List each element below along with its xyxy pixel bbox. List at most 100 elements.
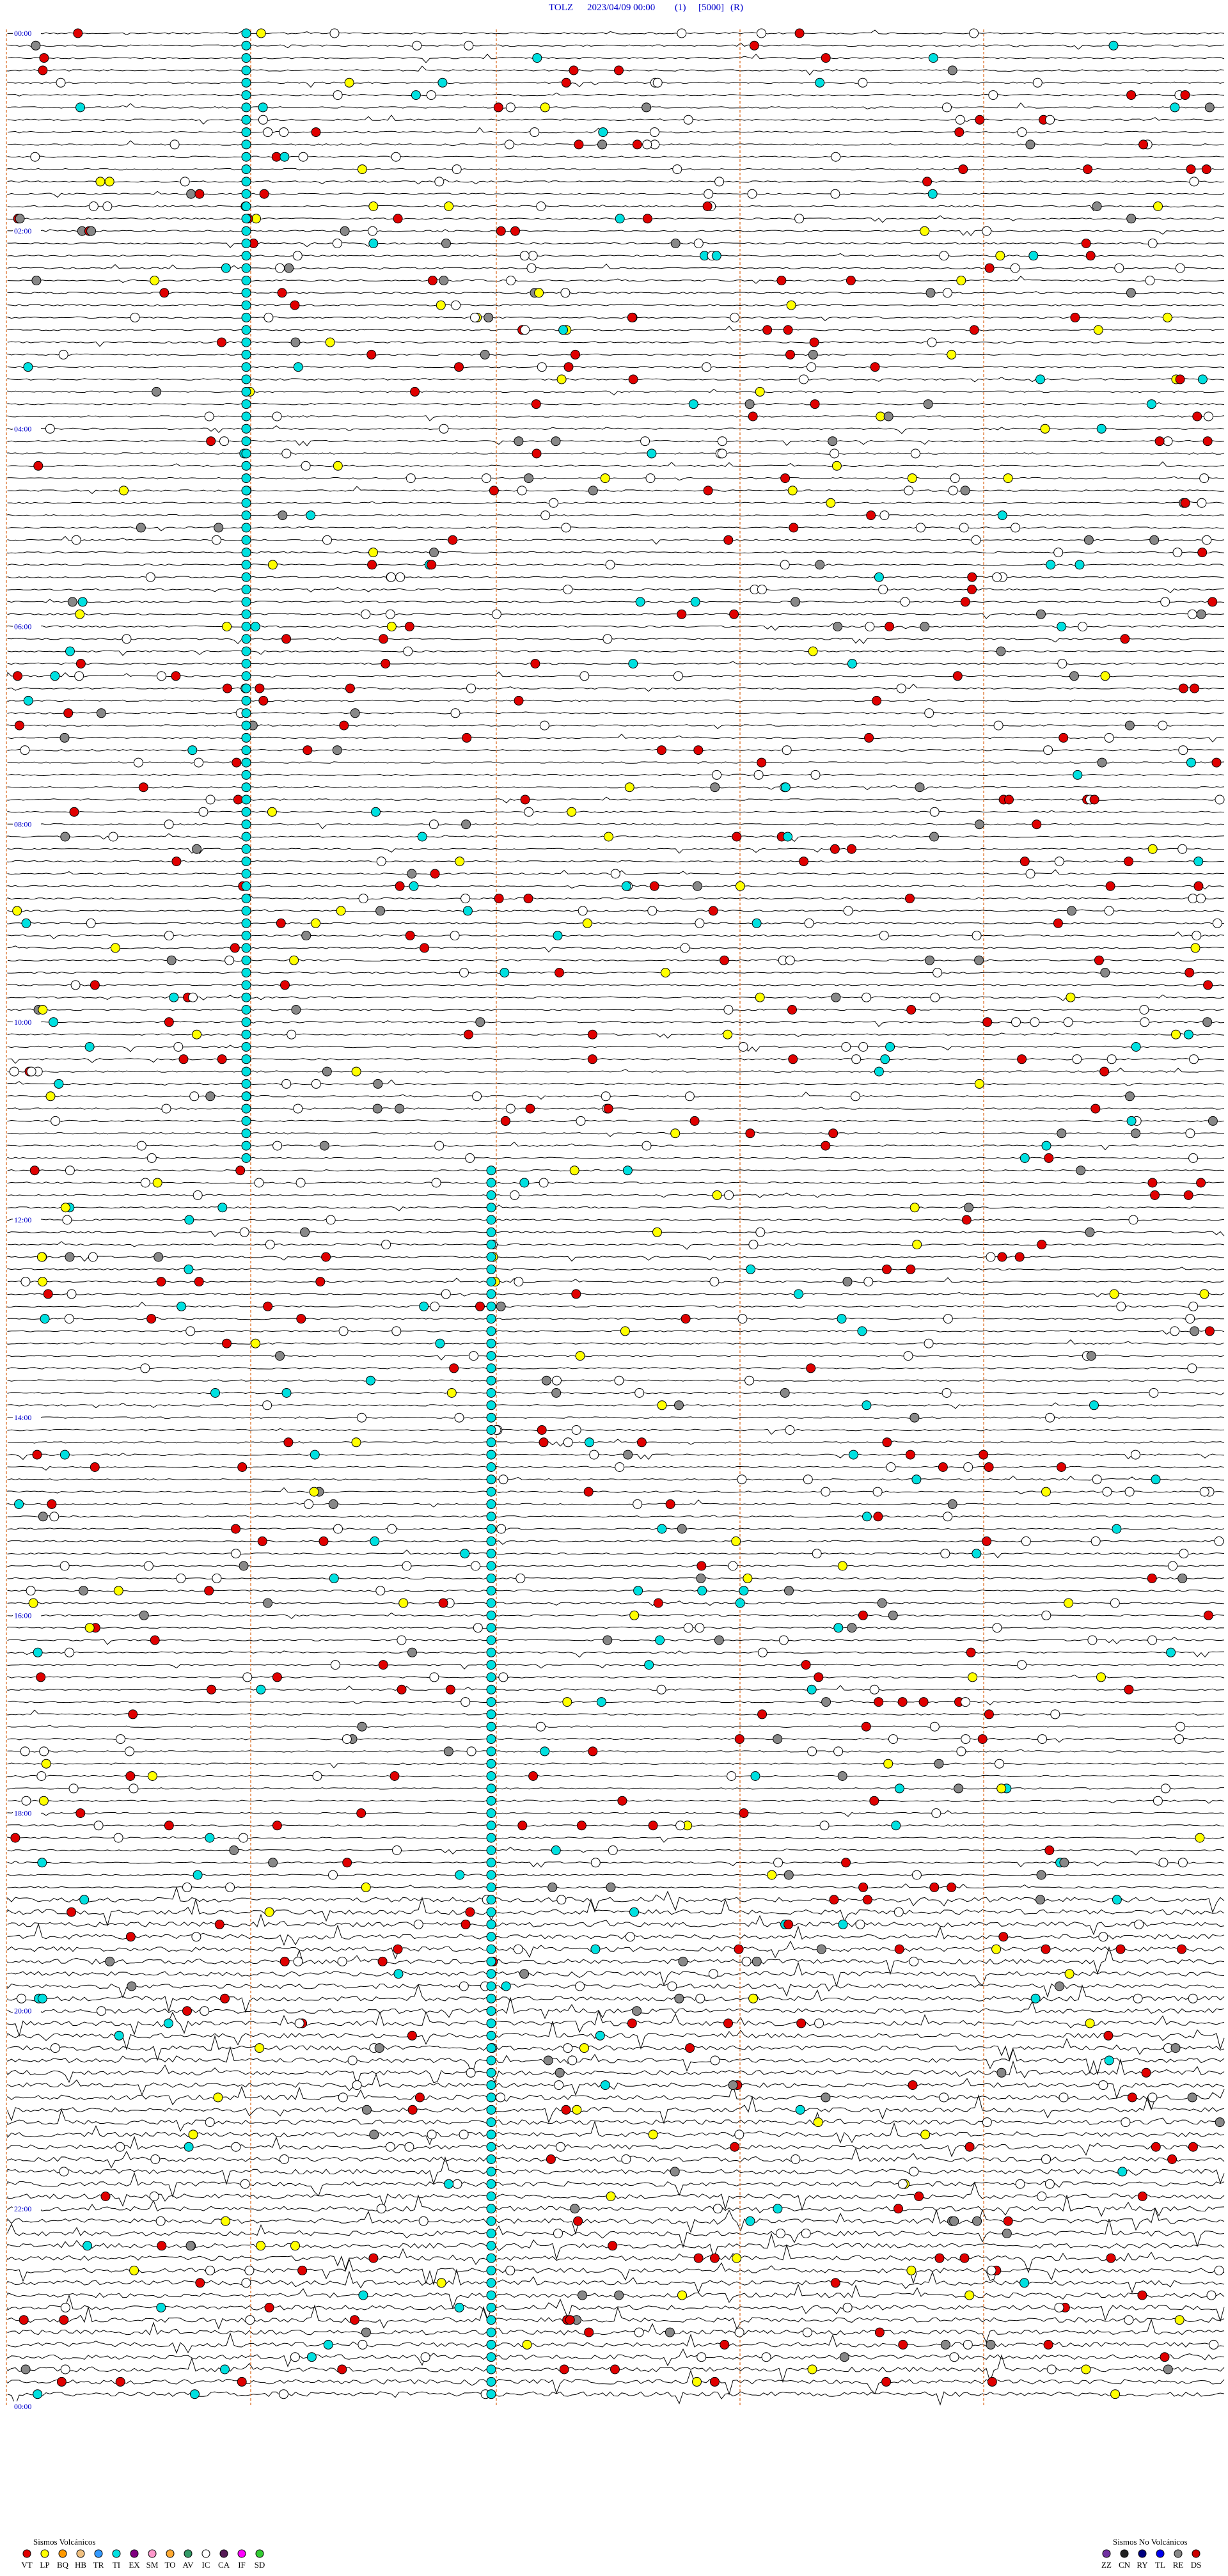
event [338,2092,348,2103]
trace [7,733,1225,743]
time-label: 04:00 [14,424,31,433]
event [841,1042,851,1052]
trace [7,229,1225,237]
event [466,1746,476,1757]
event [974,819,984,830]
event [984,1709,994,1719]
event [755,386,765,397]
trace [7,2318,1225,2343]
event [561,2105,571,2115]
event [241,411,251,422]
event [1189,1054,1199,1064]
event [727,1771,737,1781]
event [644,1660,654,1670]
label-bg [13,2005,41,2015]
event [391,1326,402,1336]
legend-code: SM [146,2560,159,2570]
event [873,1512,883,1522]
trace [7,1354,1225,1361]
event [1187,2092,1197,2103]
event [444,201,454,211]
trace [7,1685,1225,1691]
event [486,1598,496,1608]
event [1196,1178,1206,1188]
trace [7,1886,1225,1914]
event [75,659,86,668]
event [1036,1870,1046,1880]
event [459,2130,469,2140]
event [290,300,300,310]
event [37,1993,47,2003]
event [207,1684,216,1695]
event [20,1746,30,1757]
event [1019,857,1030,867]
event [498,1672,508,1682]
event [565,2315,575,2325]
event [723,1005,734,1015]
event [830,844,840,854]
trace [7,661,1225,665]
event [942,288,952,298]
event [71,535,81,545]
event [1014,1252,1025,1262]
event [645,473,656,484]
event [486,1573,496,1583]
event [874,572,884,582]
event [486,2018,496,2028]
event [1188,1153,1199,1163]
event [486,1796,496,1806]
trace [7,1913,1225,1936]
trace [7,1367,1225,1370]
event [1203,1610,1213,1620]
event [750,1771,760,1781]
event [268,1858,278,1868]
event [403,646,413,656]
event [894,1783,904,1794]
event [561,523,571,533]
trace [7,1896,1225,1927]
event [677,1524,687,1534]
event [377,1956,388,1966]
event [984,263,995,273]
event [294,2018,304,2028]
event [486,2339,496,2350]
trace [7,2332,1225,2354]
event [486,1190,496,1200]
event [496,1524,507,1534]
event [192,1029,202,1039]
event [251,214,261,224]
event [1057,659,1067,668]
event [536,1721,546,1732]
event [486,1240,496,1250]
event [290,337,301,347]
event [806,1363,816,1373]
event [125,1932,136,1942]
event [551,1845,561,1855]
event [376,857,386,867]
legend-swatch [1174,2549,1183,2558]
event [556,374,567,384]
event [361,609,371,619]
event [874,2327,885,2337]
event [927,337,937,347]
event [231,2142,241,2152]
event [461,819,471,830]
event [210,1388,220,1398]
event [534,288,544,298]
event [205,2265,215,2275]
event [614,1375,624,1386]
legend-swatch [184,2549,193,2558]
event [862,1400,872,1410]
event [258,102,268,113]
legend-swatch [130,2549,139,2558]
event [84,1042,95,1052]
event [486,2376,496,2387]
legend-code: CA [218,2560,230,2570]
trace [7,1231,1225,1237]
event [986,2339,996,2350]
event [1176,1721,1185,1732]
event [893,2204,903,2214]
trace [7,860,1225,863]
event [1192,931,1202,941]
event [693,881,702,891]
